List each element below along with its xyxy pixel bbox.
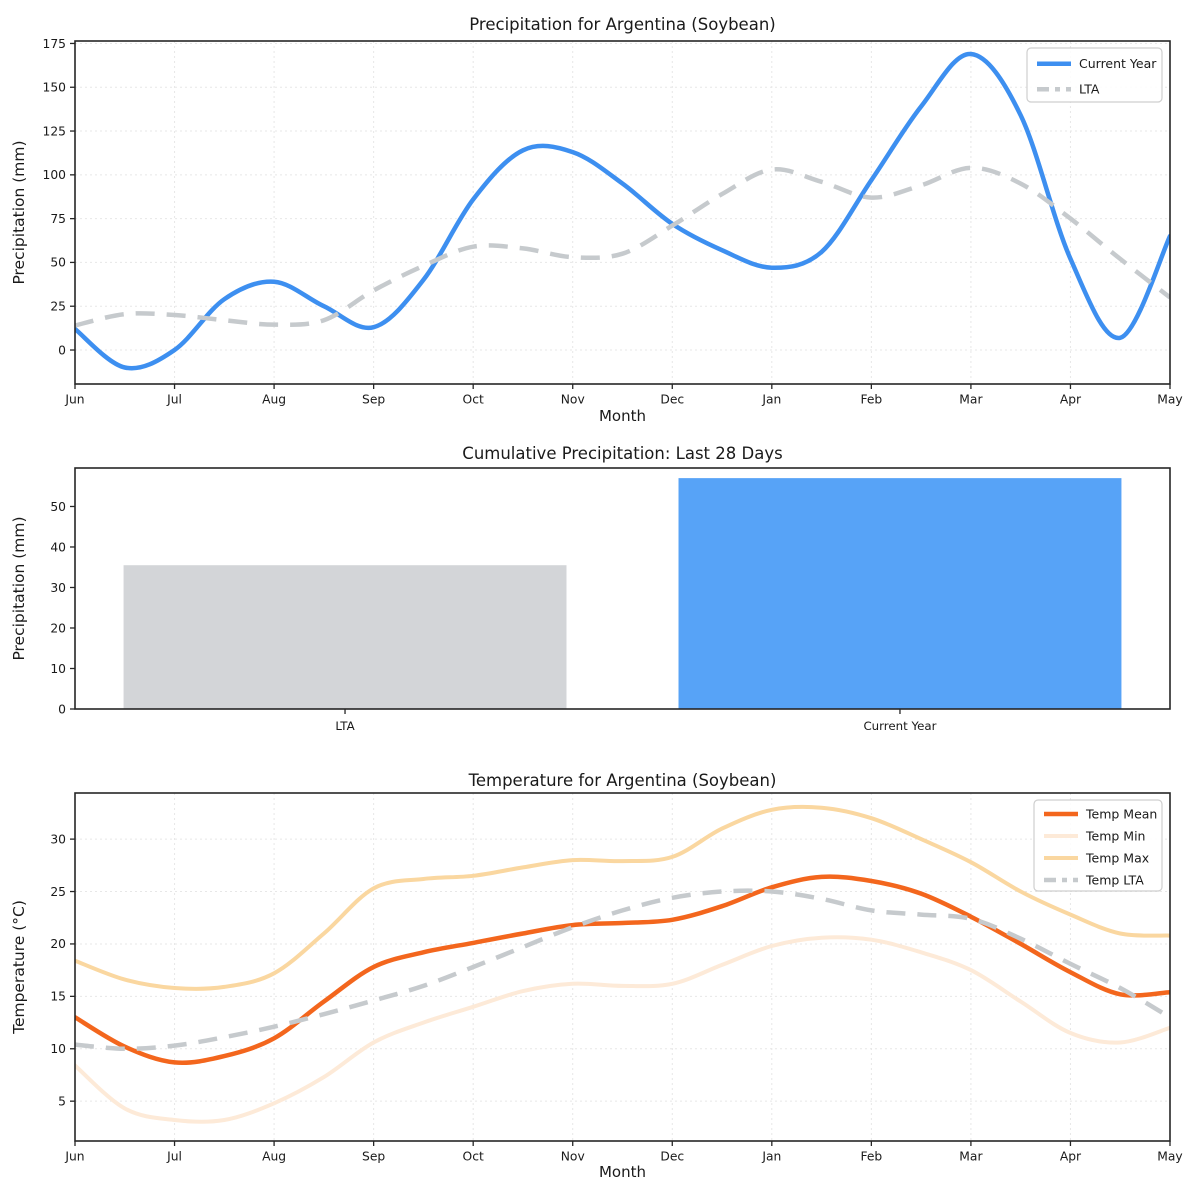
series-line-current-year (75, 51, 1170, 371)
legend-label-temp-mean: Temp Mean (1085, 806, 1157, 821)
x-tick-label: Aug (262, 393, 286, 407)
y-tick-label: 5 (58, 1094, 66, 1108)
y-tick-label: 150 (43, 81, 66, 95)
x-tick-label: Nov (561, 393, 585, 407)
bar-current-year (678, 478, 1122, 709)
chart-title: Temperature for Argentina (Soybean) (468, 771, 777, 790)
x-tick-label: May (1157, 1150, 1182, 1164)
legend-label-temp-lta: Temp LTA (1085, 872, 1144, 887)
y-tick-label: 125 (43, 124, 66, 138)
x-axis-label: Month (599, 407, 646, 425)
legend-label-current-year: Current Year (1079, 56, 1157, 71)
y-tick-label: 50 (50, 256, 66, 270)
x-tick-label: Apr (1060, 1150, 1082, 1164)
legend-label-temp-min: Temp Min (1085, 828, 1145, 843)
x-tick-label: Feb (860, 1150, 882, 1164)
y-tick-label: 175 (43, 37, 66, 51)
legend-label-temp-max: Temp Max (1085, 850, 1149, 865)
x-tick-label: Jan (761, 1150, 781, 1164)
chart-title: Precipitation for Argentina (Soybean) (469, 15, 775, 34)
cumulative-precipitation-bar-chart: Cumulative Precipitation: Last 28 Days 0 1… (10, 444, 1171, 733)
x-tick-label: Mar (959, 393, 983, 407)
series-line-temp-max (75, 804, 1170, 991)
precipitation-line-chart: Precipitation for Argentina (Soybean) 0 25… (10, 15, 1183, 425)
x-tick-label: Dec (660, 1150, 684, 1164)
chart-title: Cumulative Precipitation: Last 28 Days (462, 444, 782, 463)
y-tick-label: 75 (50, 212, 66, 226)
x-tick-label: Jun (64, 1150, 84, 1164)
y-tick-label: 20 (50, 937, 66, 951)
y-tick-label: 50 (50, 500, 66, 514)
plot-border (74, 467, 1171, 710)
y-tick-label: 25 (50, 885, 66, 899)
x-tick-label: Jun (64, 393, 84, 407)
x-tick-label: Mar (959, 1150, 983, 1164)
y-tick-label: 25 (50, 300, 66, 314)
y-tick-label: 10 (50, 1042, 66, 1056)
bar-lta (123, 565, 567, 709)
y-tick-label: 0 (58, 702, 66, 716)
y-tick-label: 100 (43, 168, 66, 182)
plot-border (74, 792, 1171, 1142)
x-tick-label: Jul (166, 1150, 182, 1164)
y-tick-label: 30 (50, 832, 66, 846)
y-tick-label: 20 (50, 621, 66, 635)
series-line-lta (75, 165, 1170, 328)
y-tick-label: 15 (50, 990, 66, 1004)
x-tick-label: Aug (262, 1150, 286, 1164)
legend-box (1033, 799, 1163, 892)
bar-category-label: LTA (335, 719, 354, 733)
y-tick-label: 30 (50, 581, 66, 595)
bar-category-label: Current Year (863, 719, 936, 733)
x-tick-label: Oct (463, 393, 484, 407)
x-tick-label: Jul (166, 393, 182, 407)
x-tick-label: Dec (660, 393, 684, 407)
x-tick-label: Oct (463, 1150, 484, 1164)
series-line-temp-min (75, 935, 1170, 1124)
x-tick-label: Jan (761, 393, 781, 407)
y-axis-label: Temperature (°C) (10, 900, 28, 1035)
temperature-line-chart: Temperature for Argentina (Soybean) 5 10 15… (10, 771, 1183, 1181)
x-tick-label: Sep (362, 1150, 385, 1164)
x-tick-label: Sep (362, 393, 385, 407)
y-axis-label: Precipitation (mm) (10, 140, 28, 284)
x-axis-label: Month (599, 1163, 646, 1181)
legend-label-lta: LTA (1079, 82, 1100, 97)
x-tick-label: Apr (1060, 393, 1082, 407)
y-tick-label: 10 (50, 662, 66, 676)
series-line-temp-lta (75, 888, 1170, 1052)
x-tick-label: Nov (561, 1150, 585, 1164)
x-tick-label: May (1157, 393, 1182, 407)
x-tick-label: Feb (860, 393, 882, 407)
plot-border (74, 40, 1171, 385)
y-tick-label: 0 (58, 343, 66, 357)
y-axis-label: Precipitation (mm) (10, 516, 28, 660)
y-tick-label: 40 (50, 540, 66, 554)
